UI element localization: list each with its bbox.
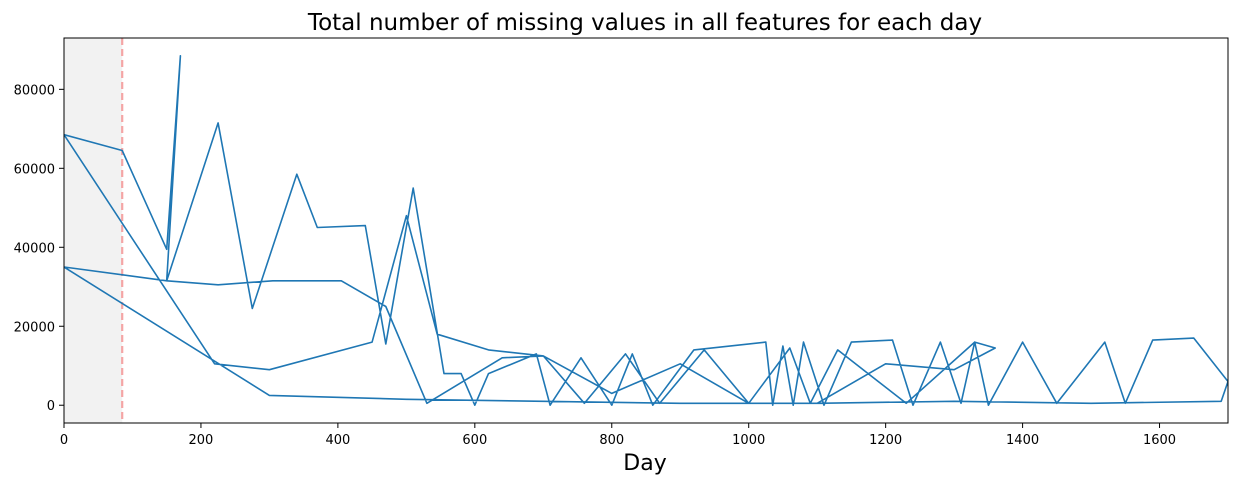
y-tick-label: 0 (47, 399, 55, 414)
chart-title: Total number of missing values in all fe… (307, 10, 982, 36)
x-tick-label: 400 (325, 433, 350, 448)
x-tick-label: 1200 (869, 433, 902, 448)
x-axis-label: Day (623, 451, 666, 476)
x-tick-label: 1000 (732, 433, 765, 448)
y-tick-label: 20000 (14, 320, 55, 335)
series-line-0 (64, 54, 1228, 407)
y-tick-label: 80000 (14, 83, 55, 98)
y-axis: 0 20000 40000 60000 80000 (14, 83, 64, 414)
x-tick-label: 800 (599, 433, 624, 448)
shaded-region (64, 38, 123, 423)
x-tick-label: 600 (462, 433, 487, 448)
x-tick-label: 0 (60, 433, 68, 448)
x-tick-label: 1600 (1143, 433, 1176, 448)
y-tick-label: 60000 (14, 162, 55, 177)
x-axis: 0 200 400 600 800 1000 1200 1400 1600 (60, 423, 1176, 448)
y-tick-label: 40000 (14, 241, 55, 256)
plot-frame (63, 37, 1229, 424)
x-tick-label: 1400 (1006, 433, 1039, 448)
plot-area (63, 37, 1229, 424)
x-tick-label: 200 (189, 433, 214, 448)
